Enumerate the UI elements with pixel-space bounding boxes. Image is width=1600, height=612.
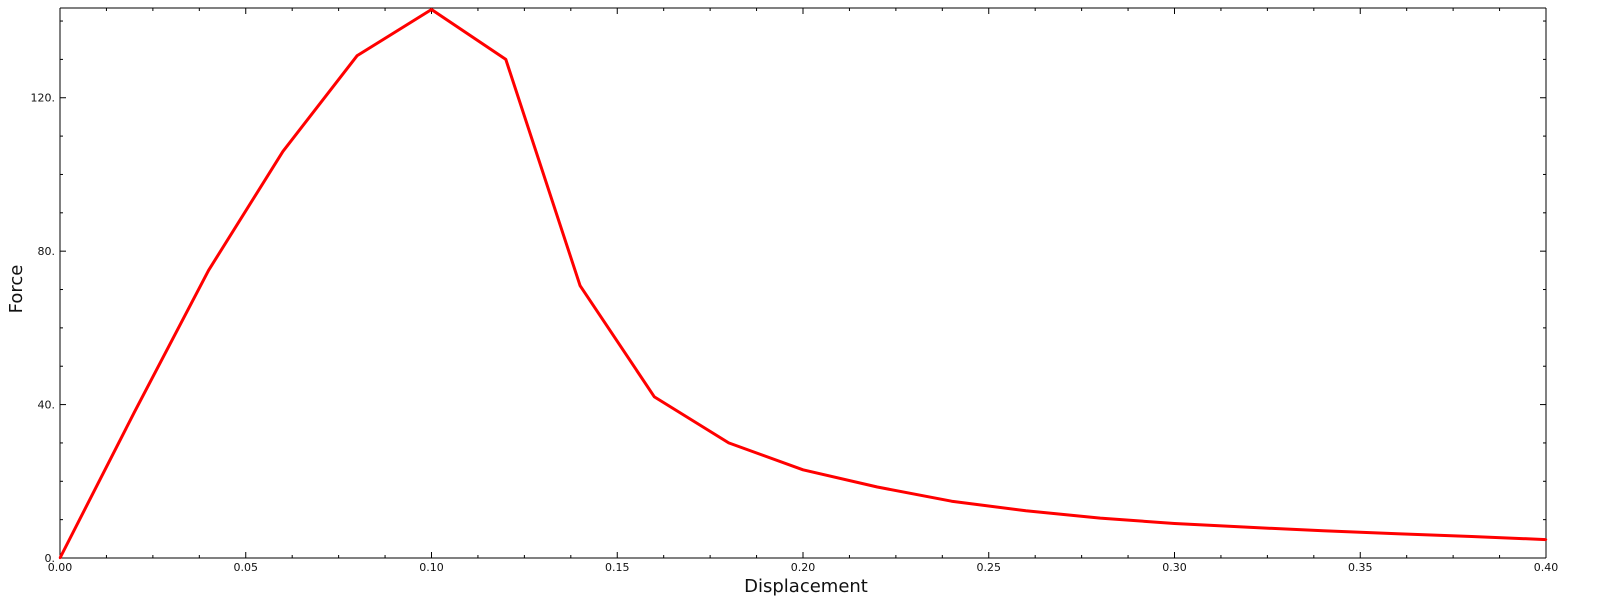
x-axis-title: Displacement <box>744 576 868 597</box>
y-tick-label: 40. <box>38 399 56 412</box>
x-tick-label: 0.30 <box>1162 561 1187 574</box>
data-point <box>727 441 730 445</box>
data-point <box>653 395 656 399</box>
data-point <box>504 58 507 61</box>
data-point <box>58 556 62 560</box>
x-tick-label: 0.10 <box>419 561 444 574</box>
data-point <box>1099 516 1102 520</box>
data-point <box>1544 538 1548 541</box>
data-point <box>207 269 210 272</box>
x-tick-label: 0.25 <box>977 561 1002 574</box>
data-point <box>1173 522 1176 525</box>
data-point <box>950 500 953 503</box>
data-point <box>578 284 582 287</box>
data-point <box>281 150 285 153</box>
data-point <box>1247 526 1251 529</box>
data-point <box>1396 532 1399 536</box>
y-axis-title: Force <box>6 265 27 314</box>
data-point <box>1321 529 1325 532</box>
x-tick-label: 0.20 <box>791 561 816 574</box>
data-point <box>356 54 359 57</box>
x-tick-label: 0.05 <box>234 561 259 574</box>
data-point <box>430 8 433 11</box>
y-tick-label: 120. <box>31 92 56 105</box>
x-tick-label: 0.15 <box>605 561 630 574</box>
data-point <box>876 485 879 489</box>
data-point <box>801 468 805 471</box>
data-point <box>1024 509 1028 513</box>
data-point <box>133 411 136 414</box>
data-point <box>1470 535 1473 538</box>
x-tick-label: 0.40 <box>1534 561 1559 574</box>
y-tick-label: 80. <box>38 245 56 258</box>
y-tick-label: 0. <box>45 552 56 565</box>
x-tick-label: 0.35 <box>1348 561 1373 574</box>
x-tick-label: 0.00 <box>48 561 73 574</box>
